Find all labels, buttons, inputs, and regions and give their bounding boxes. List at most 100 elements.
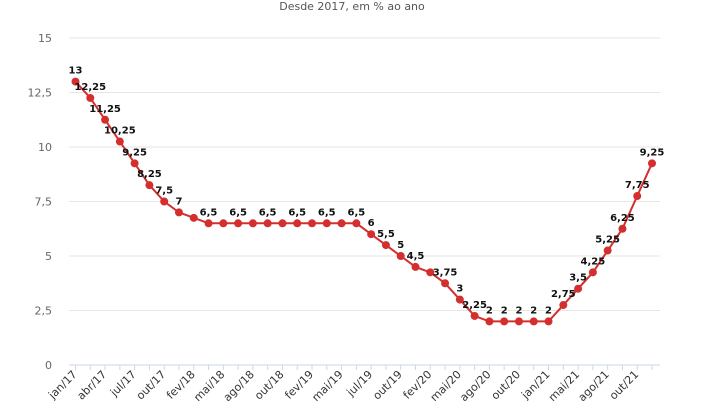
x-axis: jan/17abr/17jul/17out/17fev/18mai/18ago/… <box>45 365 653 401</box>
data-point <box>485 317 494 326</box>
data-point <box>174 208 183 217</box>
y-tick-label: 10 <box>38 141 52 154</box>
x-tick-label: out/17 <box>134 368 168 401</box>
data-point <box>293 219 302 228</box>
data-point <box>367 230 376 239</box>
x-tick-label: jan/17 <box>45 368 79 401</box>
data-label: 11,25 <box>89 104 121 115</box>
data-point <box>337 219 346 228</box>
data-label: 2,75 <box>551 289 576 300</box>
rate-series <box>74 80 653 323</box>
data-point <box>618 224 627 233</box>
data-label: 6,5 <box>318 207 336 218</box>
data-point <box>160 197 169 206</box>
data-point <box>441 279 450 288</box>
data-label: 7 <box>175 196 182 207</box>
data-label: 9,25 <box>640 147 665 158</box>
data-label: 13 <box>69 66 83 77</box>
data-point <box>308 219 317 228</box>
data-label: 7,5 <box>155 186 173 197</box>
data-point <box>544 317 553 326</box>
data-label: 2 <box>515 305 522 316</box>
data-point <box>514 317 523 326</box>
data-label: 4,25 <box>581 256 606 267</box>
x-tick-label: ago/18 <box>221 368 257 401</box>
y-tick-label: 7,5 <box>35 196 53 209</box>
x-tick-label: out/21 <box>607 368 641 401</box>
data-point <box>219 219 228 228</box>
data-point <box>396 252 405 260</box>
x-tick-label: out/18 <box>252 368 286 401</box>
data-label: 6,5 <box>288 207 306 218</box>
x-tick-label: ago/20 <box>457 368 493 401</box>
x-tick-label: out/19 <box>370 368 404 401</box>
data-label: 6,5 <box>200 207 218 218</box>
data-point <box>263 219 272 228</box>
data-point <box>352 219 361 228</box>
data-label: 12,25 <box>74 82 106 93</box>
chart-subtitle: Desde 2017, em % ao ano <box>279 0 425 13</box>
data-point <box>633 192 642 201</box>
data-point <box>145 181 154 190</box>
data-point <box>189 213 198 222</box>
data-label: 2 <box>530 305 537 316</box>
data-label: 3,75 <box>433 267 458 278</box>
data-point <box>588 268 597 277</box>
data-point <box>574 284 583 293</box>
data-label: 5,25 <box>595 235 620 246</box>
data-label: 5 <box>397 240 404 251</box>
data-label: 6,5 <box>229 207 247 218</box>
x-tick-label: out/20 <box>489 368 523 401</box>
data-point <box>130 159 139 168</box>
data-label: 6,5 <box>347 207 365 218</box>
data-point <box>381 241 390 250</box>
x-tick-label: mai/19 <box>309 368 345 401</box>
data-point <box>204 219 213 228</box>
data-point <box>115 137 124 146</box>
data-point <box>322 219 331 228</box>
y-tick-label: 15 <box>38 32 52 45</box>
y-tick-label: 12,5 <box>28 87 53 100</box>
data-label: 4,5 <box>407 251 425 262</box>
data-label: 2,25 <box>462 300 487 311</box>
data-point <box>529 317 538 326</box>
data-label: 6,25 <box>610 213 635 224</box>
data-label: 2 <box>545 305 552 316</box>
data-label: 7,75 <box>625 180 650 191</box>
data-point <box>500 317 509 326</box>
x-tick-label: jul/17 <box>107 368 139 400</box>
data-point <box>603 246 612 255</box>
data-point <box>101 115 110 124</box>
y-axis: 0 2,5 5 7,5 10 12,5 15 <box>28 32 53 372</box>
y-tick-label: 2,5 <box>35 305 53 318</box>
data-label: 8,25 <box>137 169 162 180</box>
data-point <box>426 268 435 277</box>
x-tick-label: ago/21 <box>576 368 612 401</box>
data-label: 3 <box>456 284 463 295</box>
x-tick-label: jul/19 <box>344 368 376 400</box>
data-point <box>455 295 464 304</box>
data-point <box>234 219 243 228</box>
data-label: 2 <box>501 305 508 316</box>
data-point <box>278 219 287 228</box>
rate-points <box>71 77 656 326</box>
y-tick-label: 5 <box>45 250 52 263</box>
chart-grid <box>69 37 660 366</box>
data-point <box>248 219 257 228</box>
x-tick-label: abr/17 <box>75 368 110 401</box>
data-label: 3,5 <box>569 273 587 284</box>
series-line <box>74 80 653 323</box>
data-label: 2 <box>486 305 493 316</box>
data-point <box>411 262 420 271</box>
data-point <box>559 301 568 310</box>
data-labels: 13 12,25 11,25 10,25 9,25 8,25 7,57 6,5 6,5 6,5 6,… <box>69 66 665 317</box>
data-point <box>648 159 656 168</box>
data-point <box>86 93 95 102</box>
data-point <box>71 77 80 86</box>
data-point <box>470 311 479 320</box>
data-label: 9,25 <box>122 147 147 158</box>
data-label: 5,5 <box>377 229 395 240</box>
data-label: 6 <box>368 218 375 229</box>
y-tick-label: 0 <box>45 359 52 372</box>
